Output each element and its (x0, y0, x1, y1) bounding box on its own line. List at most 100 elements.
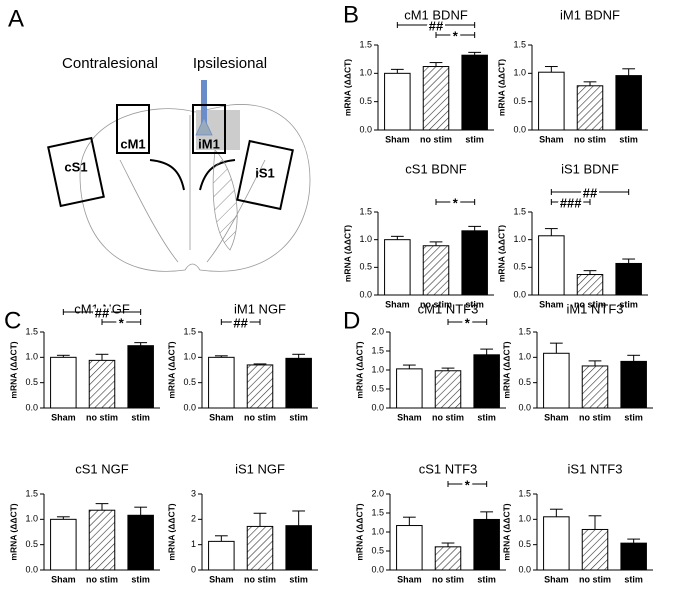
bar (88, 509, 116, 571)
x-tick-label: Sham (397, 574, 422, 584)
bar (620, 360, 647, 409)
bar (620, 542, 647, 571)
x-tick-label: Sham (385, 134, 410, 144)
bar (127, 514, 154, 571)
region-label: cS1 (64, 159, 87, 174)
bar (285, 525, 312, 571)
y-axis-label: mRNA (ΔΔCT) (8, 503, 18, 560)
y-axis-label: mRNA (ΔΔCT) (166, 503, 176, 560)
y-tick-label: 2.0 (371, 326, 384, 336)
y-tick-label: 1.0 (371, 526, 384, 536)
y-tick-label: 1.0 (359, 234, 372, 244)
chart-title: cM1 NTF3 (418, 301, 479, 316)
y-tick-label: 0.5 (513, 262, 526, 272)
x-tick-label: no stim (420, 299, 452, 309)
panel-letter: C (4, 307, 21, 334)
y-tick-label: 1.5 (359, 206, 372, 216)
y-tick-label: 0.0 (518, 564, 531, 574)
y-tick-label: 1.5 (371, 507, 384, 517)
y-axis-label: mRNA (ΔΔCT) (342, 59, 352, 116)
y-tick-label: 1.0 (25, 514, 38, 524)
bar (208, 356, 235, 409)
y-tick-label: 1.5 (513, 39, 526, 49)
bar (576, 85, 604, 131)
bar (88, 359, 116, 409)
chart-title: iM1 NTF3 (566, 301, 623, 316)
bar (246, 525, 274, 571)
region-label: iS1 (255, 165, 275, 180)
x-tick-label: Sham (544, 412, 569, 422)
x-tick-label: stim (131, 574, 150, 584)
x-tick-label: stim (624, 574, 643, 584)
panel-letter: A (8, 5, 24, 32)
x-tick-label: no stim (432, 412, 464, 422)
y-tick-label: 0.0 (359, 289, 372, 299)
x-tick-label: Sham (539, 299, 564, 309)
chart-title: iM1 BDNF (560, 7, 620, 22)
chart-title: cM1 BDNF (404, 7, 468, 22)
sig-label: ### (560, 195, 582, 210)
sig-label: * (119, 315, 125, 330)
y-axis-label: mRNA (ΔΔCT) (496, 59, 506, 116)
y-tick-label: 1.5 (25, 488, 38, 498)
sig-label: ## (95, 305, 110, 320)
bar (50, 518, 77, 571)
y-tick-label: 1 (191, 539, 196, 549)
y-tick-label: 0.5 (25, 377, 38, 387)
y-tick-label: 0.0 (25, 402, 38, 412)
y-tick-label: 1.5 (359, 39, 372, 49)
sig-label: * (453, 195, 459, 210)
bar (384, 239, 411, 296)
y-tick-label: 0.5 (371, 545, 384, 555)
bar (396, 525, 423, 571)
sig-label: * (453, 28, 459, 43)
y-tick-label: 0.5 (513, 96, 526, 106)
y-tick-label: 1.5 (513, 206, 526, 216)
y-axis-label: mRNA (ΔΔCT) (8, 341, 18, 398)
y-tick-label: 0.0 (518, 402, 531, 412)
x-tick-label: Sham (51, 574, 76, 584)
panel-letter: D (343, 307, 360, 334)
y-tick-label: 2 (191, 514, 196, 524)
sig-label: * (465, 477, 471, 492)
panel-letter: B (343, 1, 359, 28)
chart-title: iM1 NGF (234, 301, 286, 316)
bar (422, 66, 450, 131)
y-tick-label: 1.0 (359, 68, 372, 78)
x-tick-label: stim (289, 574, 308, 584)
x-tick-label: Sham (209, 574, 234, 584)
y-tick-label: 1.5 (183, 326, 196, 336)
bar (543, 516, 570, 571)
bar (50, 356, 77, 409)
x-tick-label: stim (289, 412, 308, 422)
x-tick-label: stim (619, 134, 638, 144)
x-tick-label: stim (465, 299, 484, 309)
x-tick-label: no stim (579, 412, 611, 422)
y-tick-label: 1.0 (25, 352, 38, 362)
bar (246, 364, 274, 409)
x-tick-label: no stim (579, 574, 611, 584)
y-tick-label: 0.5 (518, 539, 531, 549)
y-tick-label: 1.0 (183, 352, 196, 362)
bar (208, 540, 235, 571)
bar (434, 546, 462, 571)
bar (543, 352, 570, 409)
diagram-label: Ipsilesional (193, 55, 267, 72)
y-tick-label: 0.0 (371, 564, 384, 574)
x-tick-label: Sham (51, 412, 76, 422)
y-tick-label: 0.5 (183, 377, 196, 387)
y-tick-label: 0 (191, 564, 196, 574)
bar (473, 354, 500, 409)
y-tick-label: 3 (191, 488, 196, 498)
bar (538, 235, 565, 296)
x-tick-label: Sham (544, 574, 569, 584)
x-tick-label: stim (465, 134, 484, 144)
y-tick-label: 1.5 (371, 345, 384, 355)
bar (127, 345, 154, 409)
y-tick-label: 0.0 (183, 402, 196, 412)
x-tick-label: Sham (209, 412, 234, 422)
y-axis-label: mRNA (ΔΔCT) (354, 341, 364, 398)
diagram-label: Contralesional (62, 55, 158, 72)
y-tick-label: 1.0 (513, 234, 526, 244)
y-tick-label: 1.5 (518, 326, 531, 336)
